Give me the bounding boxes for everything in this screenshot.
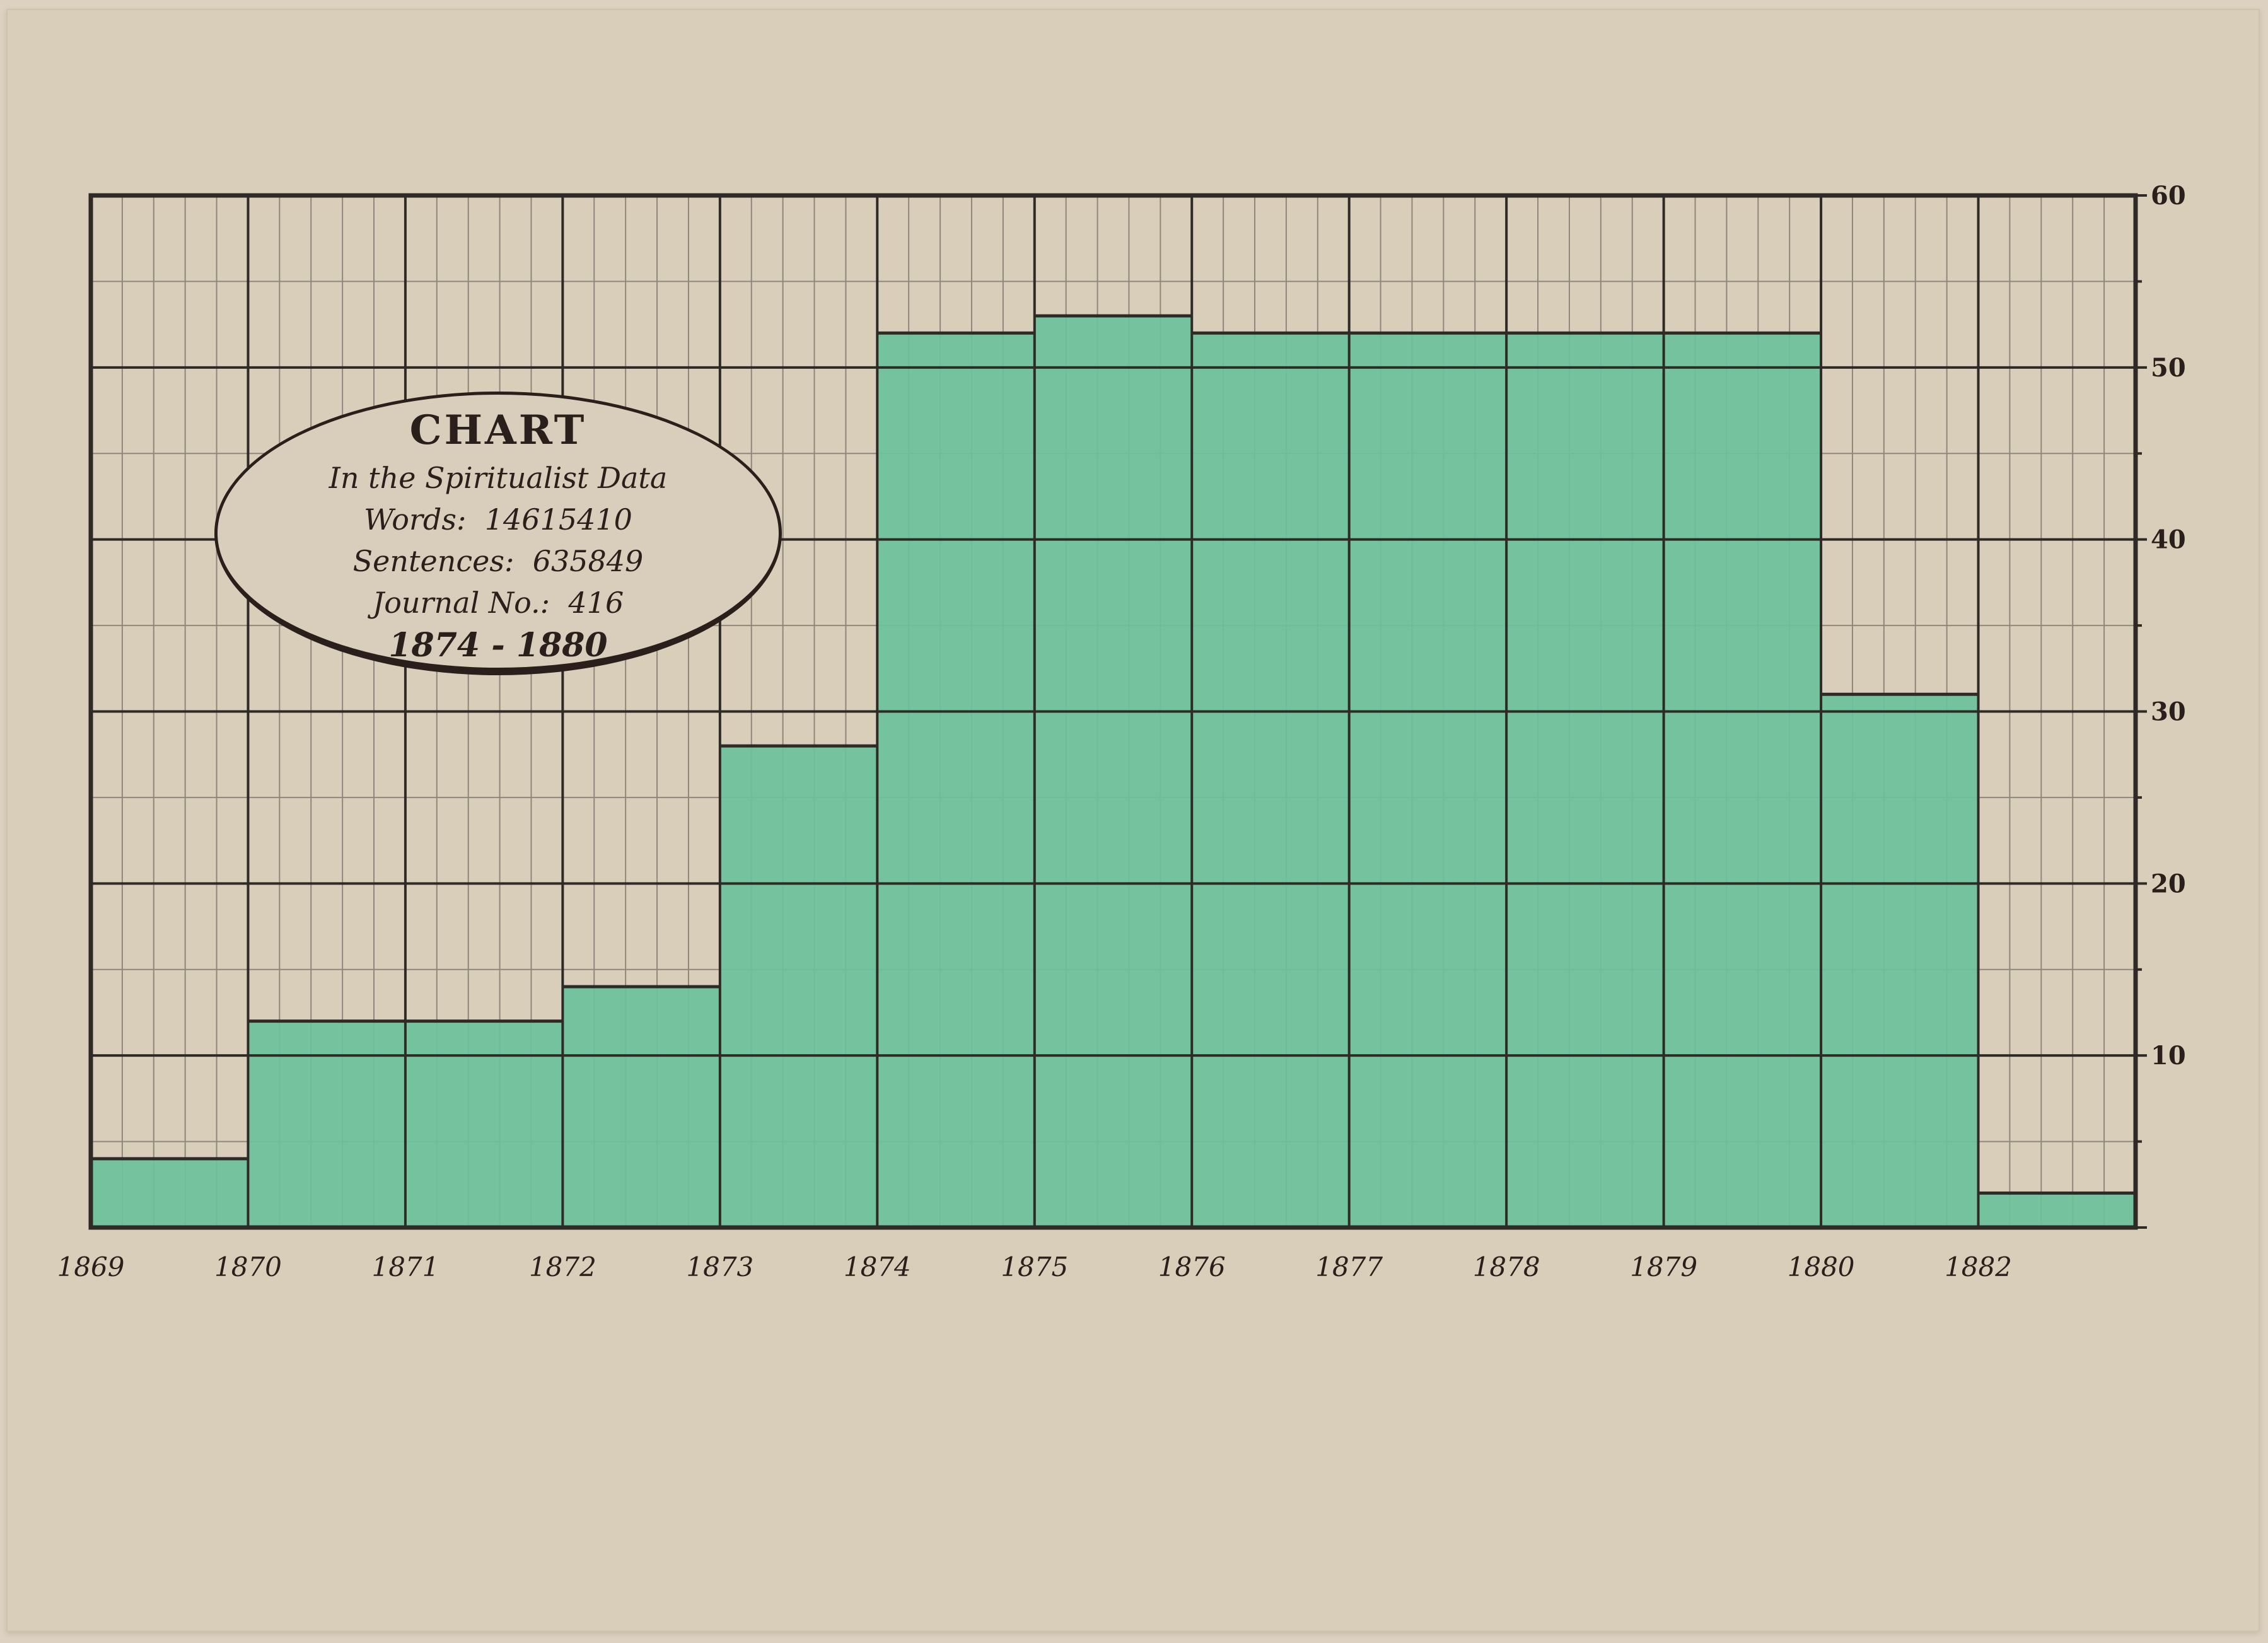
bar-1875	[1034, 315, 1192, 1228]
x-tick-label: 1870	[214, 1251, 282, 1282]
journal-value: 416	[568, 586, 624, 620]
x-axis-labels: 1869 1870 1871 1872 1873 1874 1875 1876 1877 1878…	[57, 1251, 2012, 1282]
bar-1878	[1506, 333, 1664, 1228]
x-tick-label: 1880	[1788, 1251, 1855, 1282]
words-label: Words:	[364, 502, 467, 537]
bar-1879	[1663, 333, 1822, 1228]
cartouche-subtitle: In the Spiritualist Data	[329, 461, 668, 495]
bar-1877	[1349, 333, 1507, 1228]
y-tick-label: 20	[2151, 869, 2186, 898]
words-value: 14615410	[484, 502, 632, 537]
bar-chart: 1869 1870 1871 1872 1873 1874 1875 1876 1877 1878…	[57, 181, 2186, 1282]
major-grid	[88, 193, 2147, 1230]
y-tick-label: 50	[2151, 353, 2186, 383]
x-tick-label: 1882	[1945, 1251, 2012, 1282]
sentences-label: Sentences:	[352, 544, 515, 578]
x-tick-label: 1873	[686, 1251, 753, 1282]
x-tick-label: 1879	[1630, 1251, 1697, 1282]
x-tick-label: 1876	[1158, 1251, 1226, 1282]
y-axis-labels: 10 20 30 40 50 60	[2151, 181, 2186, 1071]
x-tick-label: 1875	[1001, 1251, 1068, 1282]
bar-1876	[1192, 333, 1349, 1228]
x-tick-label: 1869	[57, 1251, 125, 1282]
y-tick-label: 40	[2151, 525, 2186, 555]
y-tick-label: 10	[2151, 1041, 2186, 1071]
journal-label: Journal No.:	[372, 586, 550, 620]
y-tick-label: 30	[2151, 697, 2186, 727]
bar-1871	[405, 1021, 563, 1228]
bar-1874	[877, 333, 1035, 1228]
sentences-stat: Sentences: 635849	[214, 540, 782, 582]
words-stat: Words: 14615410	[214, 499, 782, 540]
bar-1882	[1978, 1193, 2136, 1228]
bar-1880	[1821, 694, 1979, 1228]
y-tick-label: 60	[2151, 181, 2186, 211]
x-tick-label: 1871	[371, 1251, 439, 1282]
title-cartouche: CHART In the Spiritualist Data Words: 14…	[214, 392, 782, 675]
bars	[91, 314, 2136, 1228]
x-tick-label: 1872	[529, 1251, 596, 1282]
x-tick-label: 1878	[1473, 1251, 1540, 1282]
cartouche-title: CHART	[409, 407, 587, 454]
x-tick-label: 1877	[1315, 1251, 1383, 1282]
sentences-value: 635849	[532, 544, 644, 578]
bar-1869	[91, 1158, 248, 1228]
x-tick-label: 1874	[844, 1251, 911, 1282]
paper-sheet: 1869 1870 1871 1872 1873 1874 1875 1876 1877 1878…	[6, 9, 2260, 1632]
cartouche-years: 1874 - 1880	[388, 626, 608, 665]
bar-1872	[562, 987, 720, 1228]
bar-1870	[248, 1021, 405, 1228]
journal-stat: Journal No.: 416	[214, 582, 782, 624]
bar-1873	[719, 746, 878, 1228]
